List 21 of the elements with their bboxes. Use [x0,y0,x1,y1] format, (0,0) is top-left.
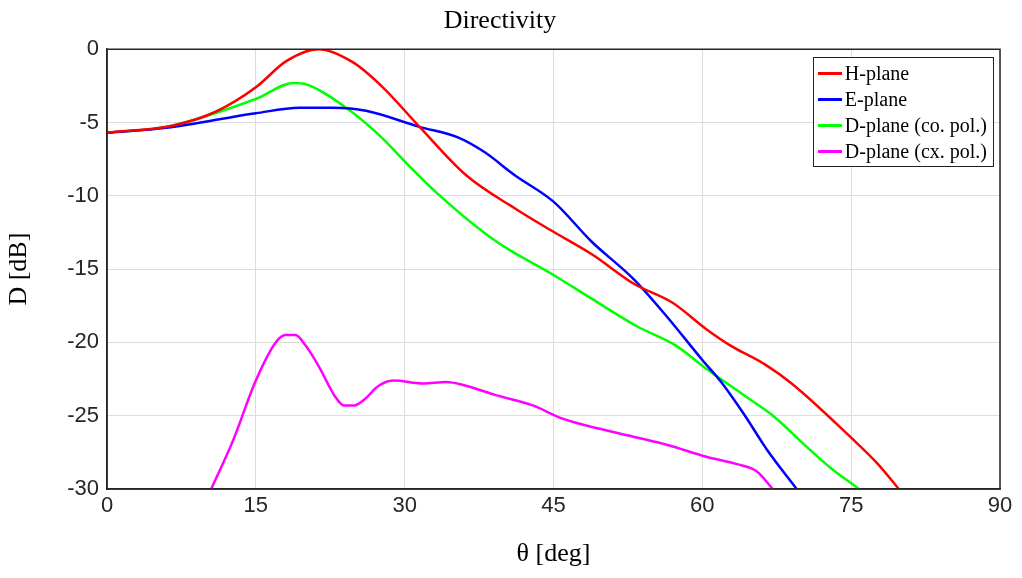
y-axis-title: D [dB] [3,232,33,306]
y-tick-label: -10 [67,181,99,207]
y-tick-label: -15 [67,255,99,281]
line-series [209,333,775,489]
y-tick-label: -25 [67,401,99,427]
x-tick-label: 30 [392,492,417,518]
legend-label: E-plane [844,87,908,112]
legend-label: D-plane (co. pol.) [844,113,987,138]
x-tick-label: 75 [838,492,864,518]
x-tick-label: 90 [987,492,1013,518]
x-axis-title: θ [deg] [516,538,591,568]
x-tick-label: 15 [243,492,269,518]
y-tick-label: -20 [67,328,99,354]
chart-title: Directivity [443,5,557,35]
legend-label: D-plane (cx. pol.) [844,139,987,164]
x-tick-label: 60 [690,492,715,518]
x-tick-label: 45 [541,492,566,518]
y-tick-label: -30 [67,475,99,501]
legend-label: H-plane [844,61,910,86]
y-tick-label: -5 [79,108,99,134]
y-tick-label: 0 [86,35,99,61]
